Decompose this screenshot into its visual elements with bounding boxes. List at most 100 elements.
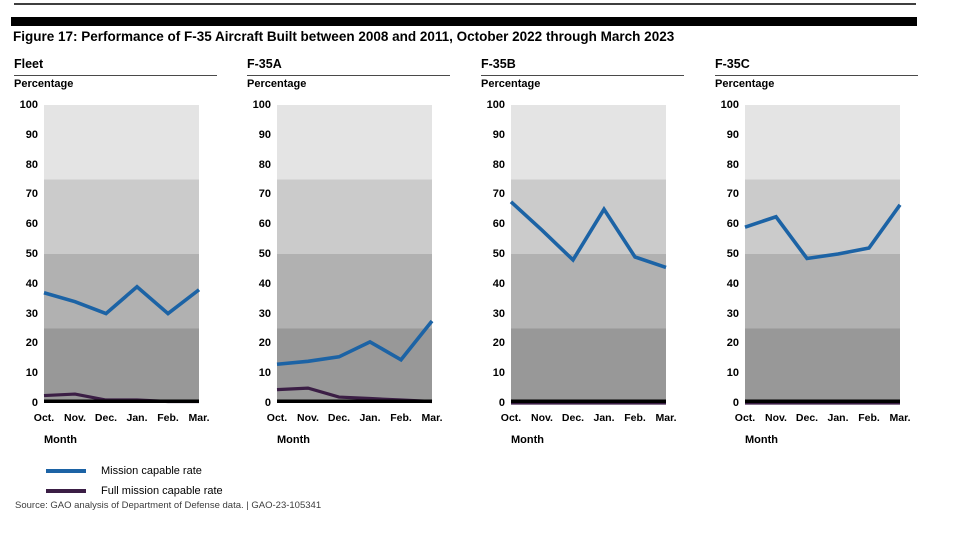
y-tick-label: 100 <box>19 99 38 111</box>
plot-band <box>44 254 199 329</box>
plot-band <box>44 105 199 180</box>
y-tick-label: 20 <box>492 337 505 350</box>
plot-band <box>745 254 900 329</box>
plot-area <box>744 105 902 405</box>
y-tick-label: 20 <box>25 337 38 350</box>
mission-capable-line <box>276 319 434 367</box>
y-tick-label: 30 <box>726 307 739 320</box>
y-tick-label: 10 <box>258 367 271 380</box>
y-tick-label: 50 <box>258 248 271 260</box>
y-tick-label: 80 <box>258 158 271 171</box>
legend: Mission capable rate Full mission capabl… <box>46 461 223 501</box>
y-tick-label: 90 <box>492 128 505 141</box>
y-tick-label: 50 <box>25 248 38 260</box>
chart-title: F-35B <box>481 57 684 76</box>
y-tick-label: 0 <box>31 397 38 409</box>
x-tick-label: Jan. <box>359 412 381 424</box>
chart-title: F-35C <box>715 57 918 76</box>
mission-capable-line-swatch <box>46 469 86 473</box>
plot-band <box>44 179 199 254</box>
y-axis-label: Percentage <box>247 78 307 90</box>
plot-area <box>509 105 667 405</box>
plot-band <box>44 328 199 403</box>
figure-black-bar <box>11 17 917 26</box>
x-axis-label: Month <box>511 434 544 446</box>
x-axis-line <box>745 399 900 403</box>
legend-label: Mission capable rate <box>101 465 202 477</box>
x-tick-label: Nov. <box>64 412 86 424</box>
y-tick-label: 80 <box>25 158 38 171</box>
y-tick-label: 70 <box>492 188 505 201</box>
y-tick-label: 80 <box>492 158 505 171</box>
y-tick-label: 40 <box>726 277 739 290</box>
y-tick-label: 20 <box>258 337 271 350</box>
x-tick-label: Jan. <box>126 412 148 424</box>
plot-band <box>277 105 432 180</box>
y-tick-label: 60 <box>25 218 38 231</box>
y-tick-label: 50 <box>726 248 739 260</box>
y-tick-label: 30 <box>492 307 505 320</box>
y-tick-label: 100 <box>252 99 271 111</box>
y-tick-label: 90 <box>726 128 739 141</box>
y-axis-label: Percentage <box>481 78 541 90</box>
y-axis-label: Percentage <box>715 78 775 90</box>
x-tick-label: Mar. <box>889 412 911 424</box>
x-tick-label: Jan. <box>593 412 615 424</box>
source-line: Source: GAO analysis of Department of De… <box>15 500 322 511</box>
x-tick-label: Jan. <box>827 412 849 424</box>
y-tick-label: 10 <box>726 367 739 380</box>
y-tick-label: 100 <box>486 99 505 111</box>
legend-item-full-mission-capable: Full mission capable rate <box>46 481 223 501</box>
plot-band <box>745 105 900 180</box>
x-tick-label: Dec. <box>94 412 118 424</box>
x-tick-label: Nov. <box>765 412 787 424</box>
x-tick-label: Feb. <box>858 412 880 424</box>
y-tick-label: 70 <box>258 188 271 201</box>
plot-area <box>43 105 201 404</box>
plot-band <box>745 328 900 403</box>
chart-fleet: Fleet Percentage 100 90 80 70 60 50 40 30 20 10 0 … <box>14 57 217 452</box>
y-tick-label: 0 <box>732 397 739 409</box>
x-axis-line <box>44 399 199 403</box>
x-axis-label: Month <box>44 434 77 446</box>
x-tick-label: Nov. <box>531 412 553 424</box>
x-axis-label: Month <box>277 434 310 446</box>
x-axis-label: Month <box>745 434 778 446</box>
plot-band <box>277 254 432 329</box>
x-tick-label: Dec. <box>795 412 819 424</box>
chart-f35b: F-35B Percentage 100 90 80 70 60 50 40 30 20 10 0 … <box>481 57 684 452</box>
chart-title: F-35A <box>247 57 450 76</box>
legend-label: Full mission capable rate <box>101 485 223 497</box>
x-tick-label: Dec. <box>561 412 585 424</box>
chart-f35a: F-35A Percentage 100 90 80 70 60 50 40 30 20 10 0 … <box>247 57 450 452</box>
y-tick-label: 40 <box>258 277 271 290</box>
x-tick-label: Oct. <box>734 412 756 424</box>
x-tick-label: Oct. <box>266 412 288 424</box>
y-tick-label: 80 <box>726 158 739 171</box>
x-tick-label: Nov. <box>297 412 319 424</box>
charts-row: Fleet Percentage 100 90 80 70 60 50 40 30 20 10 0 … <box>14 57 946 452</box>
plot-band <box>277 328 432 403</box>
plot-band <box>745 179 900 254</box>
x-tick-label: Dec. <box>327 412 351 424</box>
x-tick-label: Mar. <box>421 412 443 424</box>
x-tick-label: Oct. <box>33 412 55 424</box>
x-axis-line <box>277 399 432 403</box>
mission-capable-line <box>509 200 667 270</box>
y-tick-label: 10 <box>25 367 38 380</box>
y-tick-label: 50 <box>492 248 505 260</box>
y-tick-label: 30 <box>258 307 271 320</box>
x-tick-label: Mar. <box>188 412 210 424</box>
y-tick-label: 60 <box>726 218 739 231</box>
mission-capable-line <box>43 284 201 316</box>
x-tick-label: Feb. <box>390 412 412 424</box>
y-tick-label: 60 <box>492 218 505 231</box>
y-tick-label: 10 <box>492 367 505 380</box>
plot-band <box>511 179 666 254</box>
full-mission-capable-line-swatch <box>46 489 86 493</box>
plot-band <box>277 179 432 254</box>
x-axis-line <box>511 399 666 403</box>
x-tick-label: Feb. <box>624 412 646 424</box>
y-tick-label: 70 <box>25 188 38 201</box>
